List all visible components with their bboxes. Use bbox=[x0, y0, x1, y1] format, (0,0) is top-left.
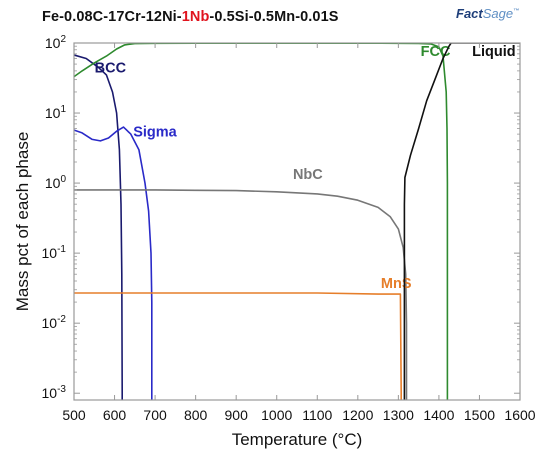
y-axis-label: Mass pct of each phase bbox=[13, 132, 32, 312]
x-tick-label: 1000 bbox=[261, 407, 292, 423]
title-part-1: 1Nb bbox=[181, 9, 210, 25]
x-axis-label: Temperature (°C) bbox=[232, 430, 363, 449]
series-line-sigma bbox=[74, 126, 153, 400]
series-line-mns bbox=[74, 292, 402, 400]
logo-tm: ™ bbox=[513, 8, 520, 15]
x-tick-label: 900 bbox=[225, 407, 249, 423]
series-label-liquid: Liquid bbox=[472, 44, 516, 60]
logo-sub: Sage bbox=[482, 6, 514, 21]
series-line-liquid bbox=[403, 43, 520, 400]
series-label-bcc: BCC bbox=[95, 60, 127, 76]
series-label-mns: MnS bbox=[381, 276, 412, 292]
y-tick-label: 100 bbox=[45, 174, 67, 191]
y-tick-label: 10-1 bbox=[42, 244, 67, 261]
x-tick-label: 1100 bbox=[302, 407, 332, 423]
y-tick-label: 102 bbox=[45, 34, 67, 51]
y-tick-label: 10-3 bbox=[42, 384, 67, 401]
x-tick-label: 500 bbox=[62, 407, 86, 423]
x-tick-label: 1600 bbox=[504, 407, 535, 423]
chart-title: Fe-0.08C-17Cr-12Ni-1Nb-0.5Si-0.5Mn-0.01S bbox=[42, 9, 339, 25]
title-part-2: -0.5Si-0.5Mn-0.01S bbox=[209, 9, 339, 25]
series-line-fcc bbox=[74, 43, 449, 400]
x-tick-label: 700 bbox=[143, 407, 167, 423]
factsage-logo: FactSage™ bbox=[456, 6, 519, 21]
x-tick-label: 1300 bbox=[383, 407, 414, 423]
series-line-nbc bbox=[74, 189, 408, 400]
x-tick-label: 800 bbox=[184, 407, 208, 423]
y-tick-label: 101 bbox=[45, 104, 67, 121]
x-tick-label: 1200 bbox=[342, 407, 373, 423]
x-tick-label: 1500 bbox=[464, 407, 495, 423]
logo-main: Fact bbox=[456, 6, 483, 21]
series-line-bcc bbox=[74, 54, 123, 400]
x-tick-label: 600 bbox=[103, 407, 127, 423]
title-part-0: Fe-0.08C-17Cr-12Ni- bbox=[42, 9, 182, 25]
series-label-sigma: Sigma bbox=[133, 125, 177, 141]
y-tick-label: 10-2 bbox=[42, 314, 67, 331]
series-label-nbc: NbC bbox=[293, 167, 323, 183]
plot-frame bbox=[73, 42, 521, 401]
x-tick-label: 1400 bbox=[423, 407, 454, 423]
